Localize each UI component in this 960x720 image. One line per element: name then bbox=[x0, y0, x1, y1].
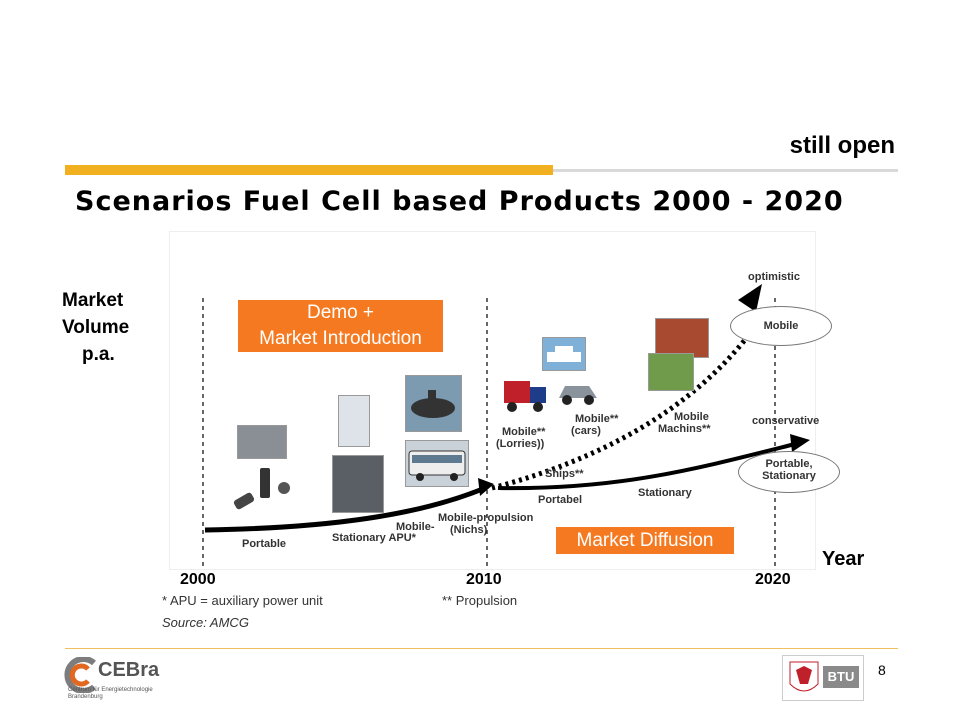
product-image-submarine bbox=[405, 375, 462, 432]
scenario-ellipse-portable: Portable, Stationary bbox=[738, 451, 840, 493]
label-cars-1: Mobile** bbox=[575, 413, 619, 425]
cebra-logo: CEBra Centrum für Energietechnologie Bra… bbox=[62, 655, 180, 705]
label-stationary: Stationary bbox=[638, 487, 692, 499]
label-ships: Ships** bbox=[545, 468, 584, 480]
phase-demo-box: Demo + Market Introduction bbox=[238, 300, 443, 352]
ellipse-portable-line-2: Stationary bbox=[762, 470, 816, 482]
label-optimistic: optimistic bbox=[748, 271, 800, 283]
product-image-tractor bbox=[648, 353, 694, 391]
cebra-logo-icon bbox=[64, 657, 96, 693]
year-2000: 2000 bbox=[180, 571, 216, 588]
header-divider bbox=[553, 169, 898, 172]
footnote-propulsion: ** Propulsion bbox=[442, 593, 518, 608]
label-lorries-2: (Lorries)) bbox=[496, 438, 545, 450]
eagle-crest-icon bbox=[789, 661, 819, 692]
y-label-line-2: Volume bbox=[62, 317, 130, 338]
curve-conservative bbox=[497, 442, 796, 491]
arrow-optimistic bbox=[738, 284, 762, 312]
label-mobile-niche-3: (Nichs) bbox=[450, 524, 488, 536]
product-image-engine bbox=[237, 425, 287, 459]
product-image-ship bbox=[542, 337, 586, 371]
product-image-lorry bbox=[502, 375, 550, 415]
phase-demo-line-1: Demo + bbox=[306, 302, 375, 323]
y-axis-label: Market Volume p.a. bbox=[62, 287, 162, 368]
arrow-conservative bbox=[790, 434, 810, 452]
ellipse-portable-line-1: Portable, bbox=[765, 458, 813, 470]
label-portable: Portable bbox=[242, 538, 287, 550]
label-stationary-apu: Stationary APU* bbox=[332, 532, 416, 544]
phase-demo-line-2: Market Introduction bbox=[259, 328, 422, 349]
label-portabel: Portabel bbox=[538, 494, 583, 506]
product-image-phone bbox=[232, 466, 292, 518]
label-conservative: conservative bbox=[752, 415, 820, 427]
header-accent-bar bbox=[65, 165, 553, 175]
product-image-bus bbox=[405, 440, 469, 487]
page-title: Scenarios Fuel Cell based Products 2000 … bbox=[75, 186, 844, 217]
year-2020: 2020 bbox=[755, 571, 791, 588]
product-image-apu bbox=[332, 455, 384, 513]
diagram-panel bbox=[170, 232, 815, 569]
label-mobile-niche-2: Mobile-propulsion bbox=[438, 512, 534, 524]
product-image-loader bbox=[655, 318, 709, 358]
page-number: 8 bbox=[878, 662, 886, 678]
curve-optimistic bbox=[491, 334, 750, 491]
source-note: Source: AMCG bbox=[162, 615, 249, 630]
cebra-logo-text: CEBra bbox=[98, 659, 160, 681]
phase-diffusion-box: Market Diffusion bbox=[556, 527, 734, 554]
product-image-fuelcell-stationary bbox=[338, 395, 370, 447]
footnote-apu: * APU = auxiliary power unit bbox=[162, 593, 323, 608]
curve-intro bbox=[204, 485, 486, 533]
year-2010: 2010 bbox=[466, 571, 502, 588]
scenario-ellipse-mobile: Mobile bbox=[730, 306, 832, 346]
label-mobile-niche-1: Mobile- bbox=[396, 521, 435, 533]
label-cars-2: (cars) bbox=[571, 425, 601, 437]
footer-divider bbox=[65, 648, 898, 649]
label-machines-1: Mobile bbox=[674, 411, 709, 423]
arrow-intro bbox=[478, 478, 494, 496]
btu-logo-text: BTU bbox=[823, 666, 859, 688]
y-label-line-1: Market bbox=[62, 290, 124, 311]
x-axis-label: Year bbox=[822, 548, 865, 570]
y-label-line-3: p.a. bbox=[82, 344, 115, 365]
label-lorries-1: Mobile** bbox=[502, 426, 546, 438]
product-image-car bbox=[555, 378, 601, 408]
label-machines-2: Machins** bbox=[658, 423, 711, 435]
cebra-logo-subtitle: Centrum für Energietechnologie Brandenbu… bbox=[68, 687, 153, 700]
status-text: still open bbox=[789, 132, 895, 159]
btu-logo: BTU bbox=[782, 655, 864, 701]
